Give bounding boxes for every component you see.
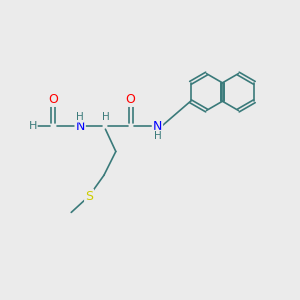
- Text: H: H: [76, 112, 84, 122]
- Text: O: O: [49, 93, 58, 106]
- Text: N: N: [76, 120, 85, 133]
- Text: S: S: [85, 190, 93, 202]
- Text: N: N: [153, 120, 162, 133]
- Text: O: O: [126, 93, 136, 106]
- Text: H: H: [154, 131, 161, 141]
- Text: H: H: [101, 112, 109, 122]
- Text: H: H: [28, 121, 37, 131]
